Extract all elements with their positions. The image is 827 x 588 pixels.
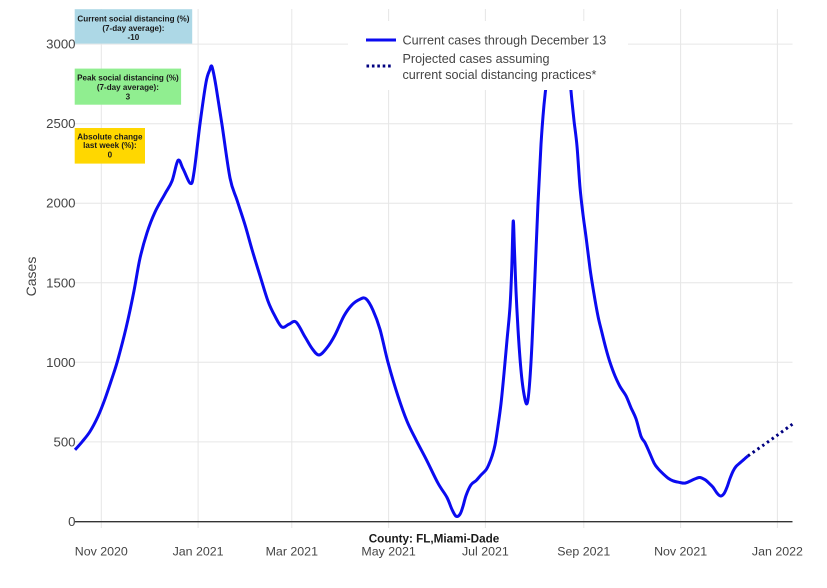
svg-text:Jan 2022: Jan 2022 xyxy=(752,545,803,559)
svg-text:0: 0 xyxy=(68,514,75,529)
svg-text:Projected cases assuming: Projected cases assuming xyxy=(403,52,550,66)
svg-text:Jul 2021: Jul 2021 xyxy=(462,545,509,559)
svg-text:3: 3 xyxy=(126,92,131,101)
svg-text:Nov 2020: Nov 2020 xyxy=(75,545,128,559)
svg-text:-10: -10 xyxy=(128,33,140,42)
svg-text:last week (%):: last week (%): xyxy=(83,141,137,150)
svg-text:Cases: Cases xyxy=(23,257,39,297)
svg-text:Sep 2021: Sep 2021 xyxy=(557,545,610,559)
svg-text:Peak social distancing (%): Peak social distancing (%) xyxy=(77,73,179,82)
svg-text:Nov 2021: Nov 2021 xyxy=(654,545,707,559)
svg-text:current social distancing prac: current social distancing practices* xyxy=(403,68,597,82)
svg-text:Absolute change: Absolute change xyxy=(77,132,143,141)
svg-text:May 2021: May 2021 xyxy=(361,545,416,559)
svg-text:3000: 3000 xyxy=(46,37,75,52)
svg-text:Current social distancing (%): Current social distancing (%) xyxy=(77,15,189,24)
svg-text:Mar 2021: Mar 2021 xyxy=(266,545,318,559)
svg-text:Jan 2021: Jan 2021 xyxy=(173,545,224,559)
svg-text:2500: 2500 xyxy=(46,116,75,131)
svg-text:1500: 1500 xyxy=(46,275,75,290)
svg-text:(7-day average):: (7-day average): xyxy=(97,83,159,92)
svg-text:Current cases through December: Current cases through December 13 xyxy=(403,34,607,48)
svg-text:(7-day average):: (7-day average): xyxy=(102,24,164,33)
svg-text:1000: 1000 xyxy=(46,355,75,370)
svg-text:County: FL,Miami-Dade: County: FL,Miami-Dade xyxy=(369,533,500,546)
svg-text:500: 500 xyxy=(53,434,75,449)
svg-text:0: 0 xyxy=(108,151,113,160)
svg-text:2000: 2000 xyxy=(46,196,75,211)
